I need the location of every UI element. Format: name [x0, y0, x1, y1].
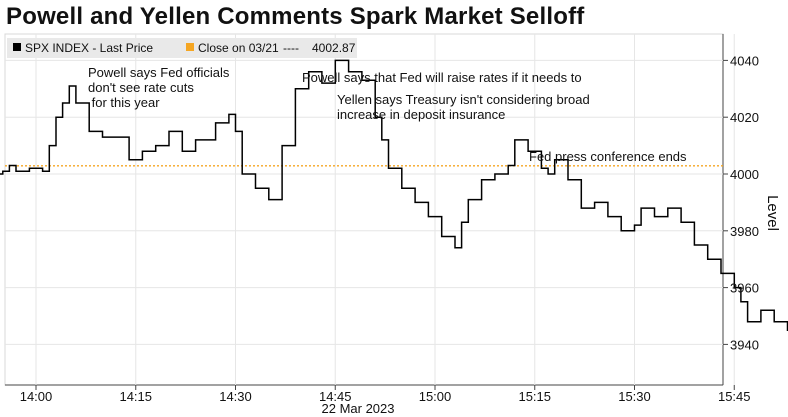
annotation-3-line-0: Fed press conference ends: [529, 149, 687, 164]
annotation-1: Powell says that Fed will raise rates if…: [302, 70, 582, 85]
x-tick-label-6: 15:30: [618, 389, 651, 404]
legend-close-swatch: [186, 43, 194, 51]
chart-title: Powell and Yellen Comments Spark Market …: [6, 3, 585, 30]
x-tick-label-7: 15:45: [718, 389, 751, 404]
annotation-1-line-0: Powell says that Fed will raise rates if…: [302, 70, 582, 85]
y-tick-label-3980: 3980: [730, 224, 759, 239]
x-tick-label-2: 14:30: [219, 389, 252, 404]
annotation-0: Powell says Fed officials don't see rate …: [88, 65, 230, 110]
legend-series-swatch: [13, 43, 21, 51]
x-tick-label-5: 15:15: [518, 389, 551, 404]
legend-close-value: 4002.87: [312, 41, 356, 55]
annotation-2: Yellen says Treasury isn't considering b…: [337, 92, 590, 122]
x-tick-label-0: 14:00: [20, 389, 53, 404]
y-tick-layer: 3940 3960 3980 4000 4020 4040: [723, 53, 759, 352]
grid-layer: [5, 34, 735, 385]
x-axis-date-label: 22 Mar 2023: [322, 401, 395, 416]
x-tick-layer: 14:00 14:15 14:30 14:45 15:00 15:15 15:30 15:45…: [20, 385, 751, 404]
series-line-0: [0, 59, 788, 331]
y-tick-label-3960: 3960: [730, 281, 759, 296]
legend-close-dash: ----: [283, 41, 299, 55]
annotation-3: Fed press conference ends: [529, 149, 687, 164]
legend-background: [7, 38, 357, 58]
annotation-0-line-2: for this year: [88, 95, 160, 110]
annotation-2-line-0: Yellen says Treasury isn't considering b…: [337, 92, 590, 107]
y-tick-label-4020: 4020: [730, 110, 759, 125]
x-tick-label-1: 14:15: [119, 389, 152, 404]
x-tick-label-4: 15:00: [419, 389, 452, 404]
y-tick-label-4040: 4040: [730, 53, 759, 68]
annotation-0-line-0: Powell says Fed officials: [88, 65, 230, 80]
legend: SPX INDEX - Last Price Close on 03/21 --…: [7, 38, 357, 58]
annotation-0-line-1: don't see rate cuts: [88, 80, 194, 95]
y-axis-label: Level: [764, 195, 781, 231]
x-tick-label-3: 14:45: [319, 389, 352, 404]
series-layer: [0, 59, 788, 331]
legend-series-label: SPX INDEX - Last Price: [25, 41, 153, 55]
annotation-layer: Powell says Fed officials don't see rate …: [88, 65, 687, 164]
y-tick-label-3940: 3940: [730, 337, 759, 352]
annotation-2-line-1: increase in deposit insurance: [337, 107, 505, 122]
legend-close-label: Close on 03/21: [198, 41, 279, 55]
y-tick-label-4000: 4000: [730, 167, 759, 182]
